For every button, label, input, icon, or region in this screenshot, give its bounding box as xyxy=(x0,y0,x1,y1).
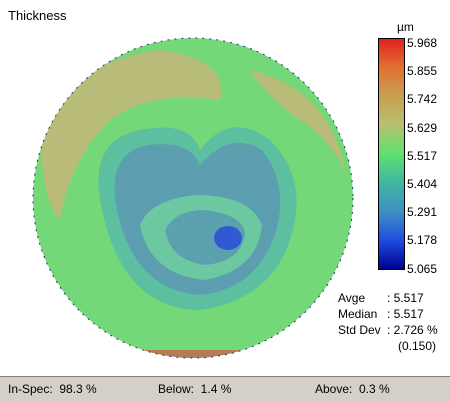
stddev-abs: (0.150) xyxy=(398,339,437,353)
wafer xyxy=(33,38,353,358)
stddev-value: : 2.726 % xyxy=(387,323,438,337)
map-panel: Thickness xyxy=(0,0,450,377)
avge-label: Avge xyxy=(338,291,366,305)
colorbar-label: 5.517 xyxy=(407,148,438,163)
colorbar-label: 5.968 xyxy=(407,36,438,50)
above: Above: 0.3 % xyxy=(315,382,390,396)
median-value: : 5.517 xyxy=(387,307,424,321)
wafer-map xyxy=(32,37,354,359)
avge-value: : 5.517 xyxy=(387,291,424,305)
colorbar-label: 5.291 xyxy=(407,205,438,220)
stddev-label: Std Dev xyxy=(338,323,381,337)
unit-label: µm xyxy=(397,20,414,34)
edge-high xyxy=(140,350,240,358)
colorbar-label: 5.742 xyxy=(407,92,438,107)
colorbar xyxy=(378,38,405,270)
in-spec: In-Spec: 98.3 % xyxy=(8,382,97,396)
colorbar-label: 5.629 xyxy=(407,120,438,135)
median-label: Median xyxy=(338,307,378,321)
wafer-edge xyxy=(32,37,354,359)
below: Below: 1.4 % xyxy=(158,382,232,396)
colorbar-label: 5.404 xyxy=(407,177,438,191)
colorbar-label: 5.855 xyxy=(407,64,438,79)
colorbar-label: 5.178 xyxy=(407,233,438,248)
colorbar-label: 5.065 xyxy=(407,261,438,276)
panel-title: Thickness xyxy=(8,8,67,23)
texture xyxy=(33,38,353,358)
